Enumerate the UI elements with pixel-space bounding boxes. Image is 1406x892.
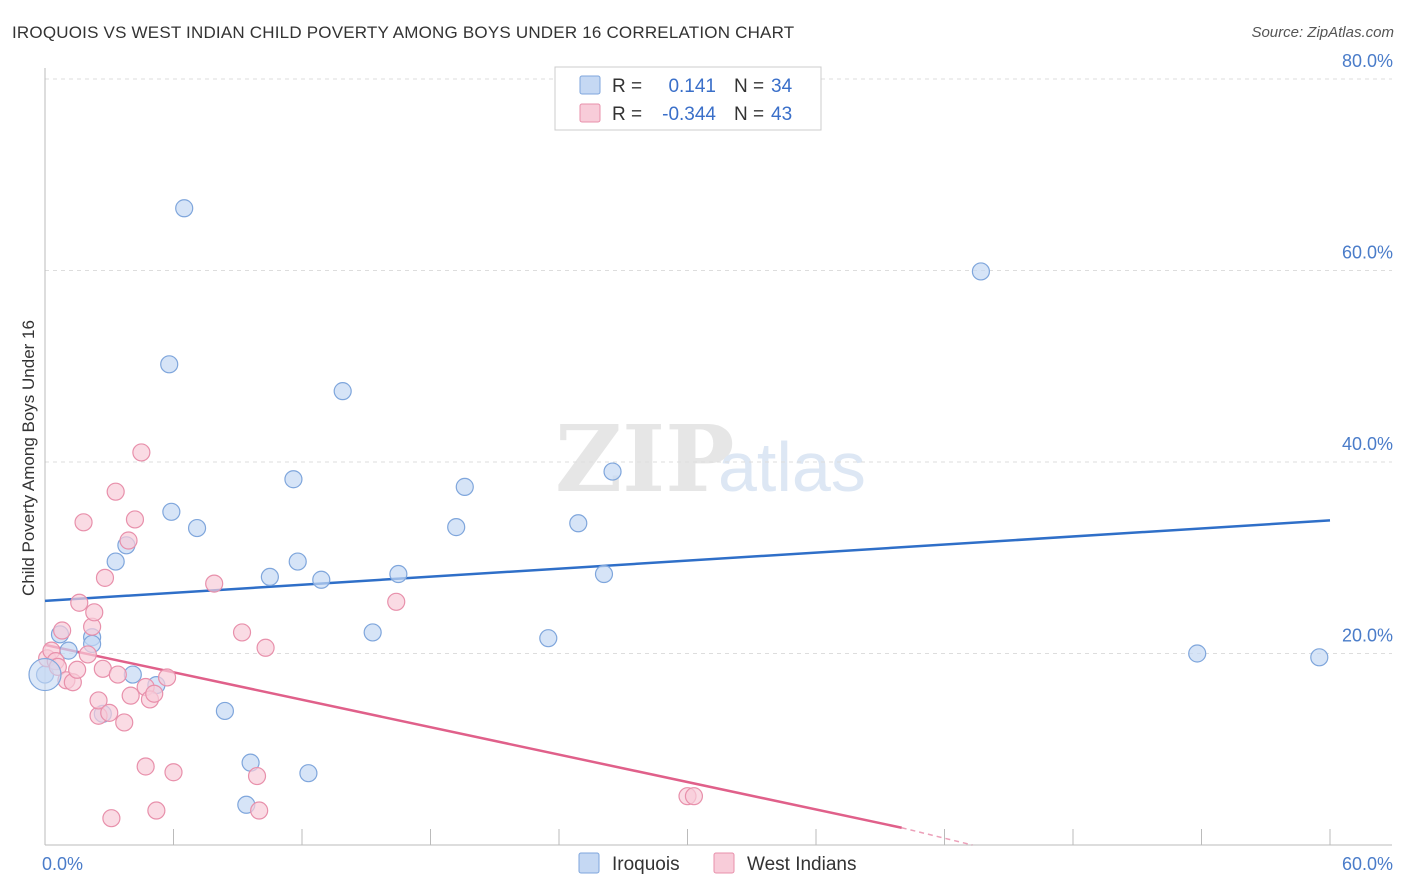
point-iroquois-13: [187, 518, 207, 538]
y-tick-labels: 20.0% 40.0% 60.0% 80.0%: [1342, 51, 1393, 646]
y-tick-label-20: 20.0%: [1342, 626, 1393, 646]
data-points: [28, 199, 1329, 828]
point-west-indians-10: [78, 645, 97, 664]
point-iroquois-14: [215, 701, 234, 721]
y-tick-label-60: 60.0%: [1342, 243, 1393, 263]
chart-title: IROQUOIS VS WEST INDIAN CHILD POVERTY AM…: [12, 23, 795, 42]
y-tick-label-80: 80.0%: [1342, 51, 1393, 71]
watermark-atlas: atlas: [718, 428, 866, 506]
point-west-indians-35: [247, 766, 267, 786]
point-iroquois-11: [162, 502, 181, 521]
source-credit: Source: ZipAtlas.com: [1251, 24, 1394, 41]
x-tick-label-min: 0.0%: [42, 854, 83, 874]
point-west-indians-36: [250, 801, 269, 820]
x-tick-labels: 0.0% 60.0%: [42, 854, 1393, 874]
watermark-zip: ZIP: [555, 405, 734, 513]
point-iroquois-22: [333, 382, 352, 401]
point-west-indians-34: [232, 623, 252, 642]
point-iroquois-12: [175, 199, 194, 218]
point-iroquois-18: [284, 470, 303, 489]
point-iroquois-27: [539, 629, 558, 648]
axes: [44, 68, 1392, 846]
legend-n-value-iroquois: 34: [771, 76, 793, 97]
point-west-indians-23: [121, 686, 140, 705]
point-west-indians-40: [684, 787, 704, 806]
point-iroquois-23: [363, 623, 382, 642]
point-west-indians-31: [157, 668, 177, 687]
gridlines: [45, 78, 1392, 654]
legend-r-value-iroquois: 0.141: [668, 76, 716, 97]
point-iroquois-28: [569, 514, 588, 533]
point-west-indians-25: [132, 443, 151, 462]
legend-swatch-iroquois: [579, 75, 601, 95]
series-legend-swatch-iroquois: [578, 852, 600, 874]
point-iroquois-20: [299, 764, 318, 783]
y-axis-title: Child Poverty Among Boys Under 16: [19, 320, 38, 596]
point-west-indians-4: [53, 621, 72, 640]
point-iroquois-32: [1188, 644, 1207, 663]
point-west-indians-21: [115, 713, 134, 732]
point-iroquois-17: [260, 567, 279, 587]
legend-r-label-west-indians: R =: [612, 104, 642, 125]
point-iroquois-10: [160, 355, 179, 374]
point-west-indians-12: [85, 603, 104, 622]
correlation-legend: R = 0.141 N = 34 R = -0.344 N = 43: [554, 66, 822, 131]
legend-swatch-west-indians: [579, 103, 601, 123]
point-iroquois-25: [447, 518, 466, 537]
point-iroquois-33: [1310, 648, 1329, 667]
point-west-indians-16: [95, 568, 115, 587]
point-west-indians-24: [125, 510, 145, 529]
series-legend-label-iroquois: Iroquois: [612, 854, 680, 875]
point-iroquois-26: [455, 477, 474, 496]
point-west-indians-19: [106, 482, 125, 501]
legend-n-label-iroquois: N =: [734, 76, 764, 97]
trend-line-west-indians-extension: [901, 827, 973, 846]
point-west-indians-7: [68, 660, 87, 679]
trend-lines: [44, 519, 1331, 846]
y-tick-label-40: 40.0%: [1342, 434, 1393, 454]
point-iroquois-21: [312, 570, 331, 589]
point-iroquois-29: [594, 564, 614, 584]
point-iroquois-31: [971, 262, 991, 281]
legend-n-label-west-indians: N =: [734, 104, 764, 125]
x-tick-label-max: 60.0%: [1342, 854, 1393, 874]
trend-line-iroquois: [44, 519, 1331, 603]
point-west-indians-17: [100, 703, 119, 722]
point-west-indians-32: [164, 763, 183, 782]
series-legend-swatch-west-indians: [713, 852, 735, 874]
point-west-indians-33: [205, 574, 224, 593]
series-legend: Iroquois West Indians: [578, 852, 856, 875]
point-west-indians-8: [70, 593, 89, 612]
trend-line-west-indians: [44, 643, 902, 829]
point-west-indians-27: [136, 757, 155, 776]
point-west-indians-30: [147, 801, 166, 820]
series-legend-label-west-indians: West Indians: [747, 854, 856, 875]
legend-n-value-west-indians: 43: [771, 104, 792, 125]
point-west-indians-20: [108, 665, 127, 684]
point-west-indians-18: [102, 809, 121, 828]
point-west-indians-37: [256, 638, 275, 657]
point-west-indians-29: [145, 684, 164, 703]
point-iroquois-30: [603, 462, 622, 481]
point-west-indians-9: [74, 513, 93, 532]
point-iroquois-19: [288, 552, 307, 571]
point-iroquois-cluster: [28, 657, 62, 692]
legend-r-value-west-indians: -0.344: [662, 104, 716, 125]
point-west-indians-14: [89, 691, 108, 710]
point-iroquois-24: [389, 564, 408, 584]
point-west-indians-38: [387, 592, 406, 611]
point-iroquois-6: [106, 552, 125, 571]
legend-r-label-iroquois: R =: [612, 76, 642, 97]
point-west-indians-22: [119, 531, 138, 550]
